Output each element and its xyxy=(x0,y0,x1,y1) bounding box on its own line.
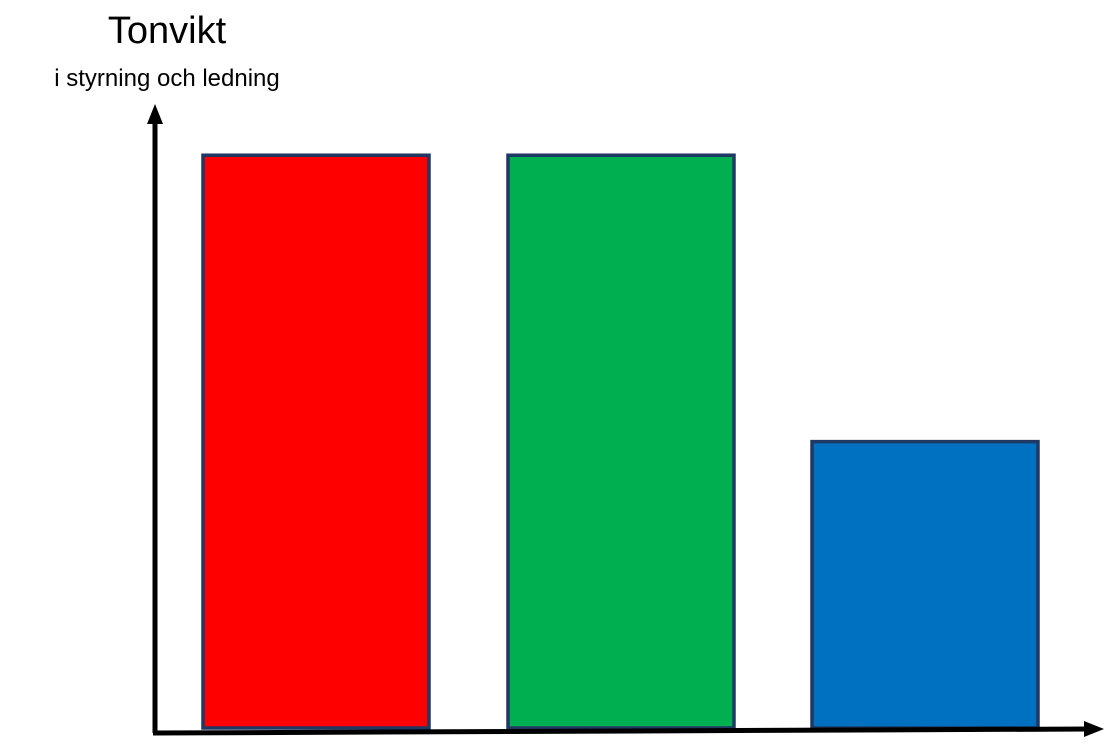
bar-3 xyxy=(810,439,1040,730)
y-axis-arrow-icon xyxy=(147,104,163,124)
chart-title: Tonvikt xyxy=(108,10,227,52)
bars-group xyxy=(201,153,1040,730)
bar-2 xyxy=(506,153,736,730)
x-axis-arrow-icon xyxy=(1084,721,1104,737)
chart-subtitle: i styrning och ledning xyxy=(54,65,279,92)
bar-1 xyxy=(201,153,431,730)
x-axis xyxy=(152,726,1091,736)
